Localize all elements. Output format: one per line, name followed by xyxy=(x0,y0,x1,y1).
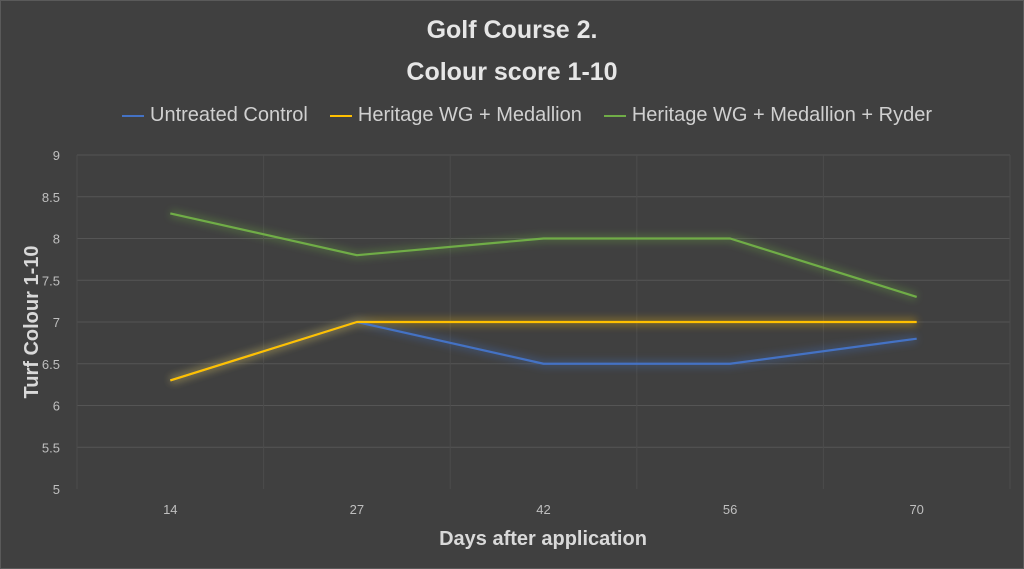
y-tick-label: 8.5 xyxy=(42,190,60,205)
legend-item: Heritage WG + Medallion xyxy=(329,104,582,127)
x-tick-label: 56 xyxy=(723,502,737,517)
y-axis-title: Turf Colour 1-10 xyxy=(21,246,43,399)
y-tick-label: 6 xyxy=(53,399,60,414)
y-tick-label: 5 xyxy=(53,482,60,497)
legend-swatch xyxy=(122,114,144,117)
legend-item: Untreated Control xyxy=(122,104,308,127)
legend-label: Heritage WG + Medallion + Ryder xyxy=(631,104,932,126)
legend-swatch xyxy=(329,114,352,117)
series-line-2 xyxy=(170,212,918,298)
legend-item: Heritage WG + Medallion + Ryder xyxy=(603,104,932,127)
legend-label: Untreated Control xyxy=(150,104,308,126)
legend-label: Heritage WG + Medallion xyxy=(357,104,582,126)
x-tick-label: 70 xyxy=(909,502,923,517)
chart-title: Golf Course 2. xyxy=(426,16,598,44)
legend-swatch xyxy=(603,114,626,117)
y-tick-label: 8 xyxy=(53,232,60,247)
x-tick-label: 14 xyxy=(163,502,177,517)
y-tick-label: 9 xyxy=(53,148,60,163)
chart-subtitle: Colour score 1-10 xyxy=(406,58,618,86)
y-tick-label: 5.5 xyxy=(42,440,60,455)
y-tick-label: 6.5 xyxy=(42,357,60,372)
x-tick-label: 27 xyxy=(350,502,364,517)
legend: Untreated Control Heritage WG + Medallion… xyxy=(0,104,1024,127)
x-axis-title: Days after application xyxy=(439,528,647,550)
series-glow xyxy=(169,318,918,384)
x-tick-label: 42 xyxy=(536,502,550,517)
y-tick-label: 7 xyxy=(53,315,60,330)
series-glow xyxy=(169,210,918,301)
y-tick-label: 7.5 xyxy=(42,273,60,288)
